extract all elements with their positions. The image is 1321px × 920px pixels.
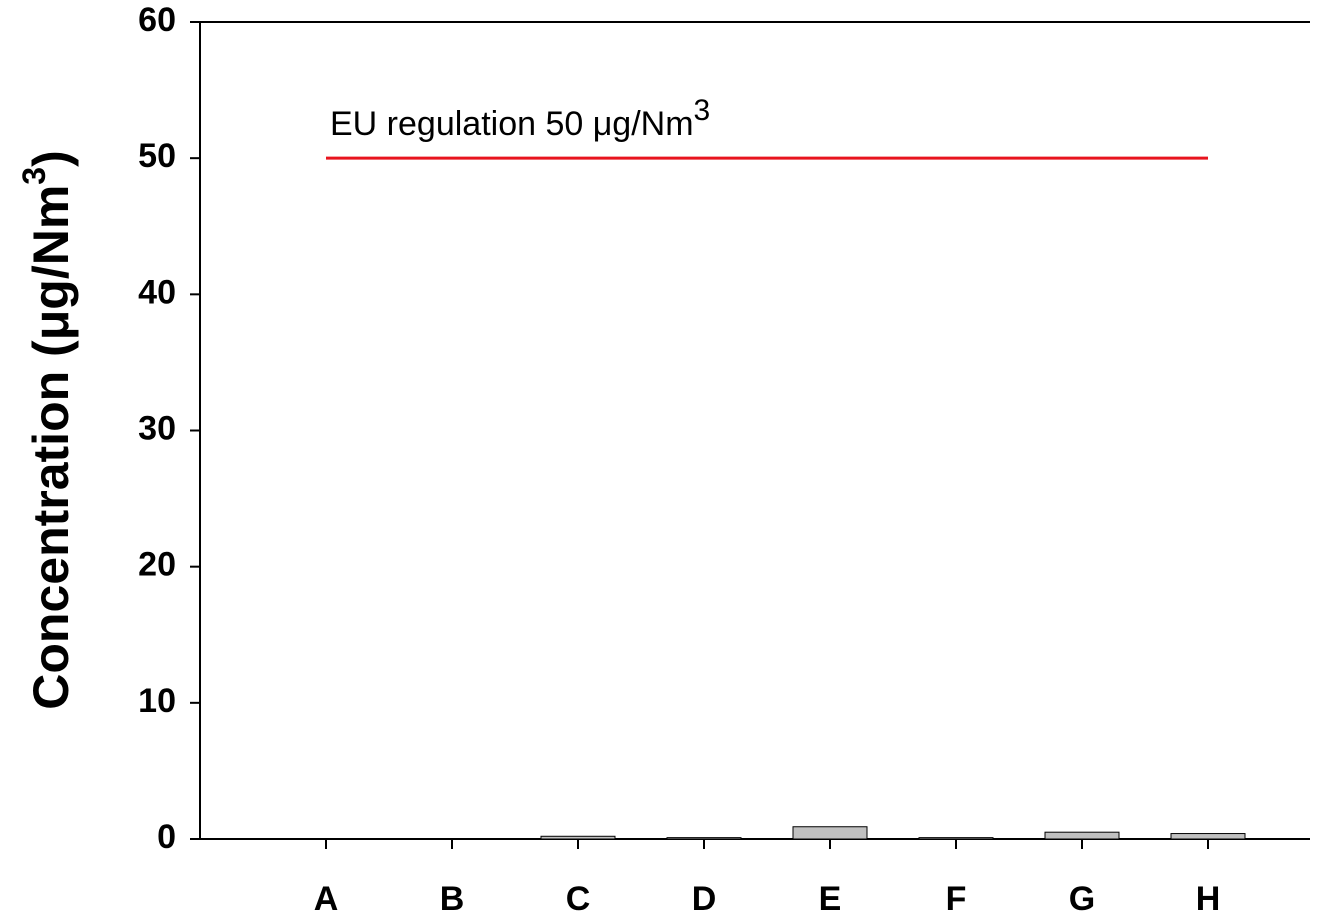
y-label-end: ) [23, 150, 79, 167]
x-tick-label: D [692, 880, 717, 918]
y-label-main: Concentration (μg/Nm [23, 185, 79, 710]
x-tick-label: F [946, 880, 967, 918]
x-tick-label: B [440, 880, 465, 918]
bar [792, 826, 868, 840]
y-tick-label: 50 [138, 137, 176, 175]
bar [1170, 833, 1246, 840]
y-tick-label: 40 [138, 273, 176, 311]
x-tick-label: C [566, 880, 591, 918]
bar [540, 835, 616, 840]
y-axis-label: Concentration (μg/Nm3) [16, 150, 79, 709]
reference-annotation: EU regulation 50 μg/Nm3 [330, 94, 710, 143]
bar [1044, 831, 1120, 840]
y-label-sup: 3 [16, 167, 52, 185]
y-tick-label: 60 [138, 1, 176, 39]
x-tick-label: A [314, 880, 339, 918]
bar [918, 837, 994, 840]
bar [666, 837, 742, 840]
y-tick-label: 10 [138, 682, 176, 720]
x-tick-label: E [819, 880, 842, 918]
y-tick-label: 0 [157, 818, 176, 856]
annotation-sup: 3 [694, 94, 711, 127]
x-tick-label: H [1196, 880, 1221, 918]
x-tick-label: G [1069, 880, 1095, 918]
annotation-main: EU regulation 50 μg/Nm [330, 105, 694, 143]
y-tick-label: 20 [138, 546, 176, 584]
y-tick-label: 30 [138, 409, 176, 447]
